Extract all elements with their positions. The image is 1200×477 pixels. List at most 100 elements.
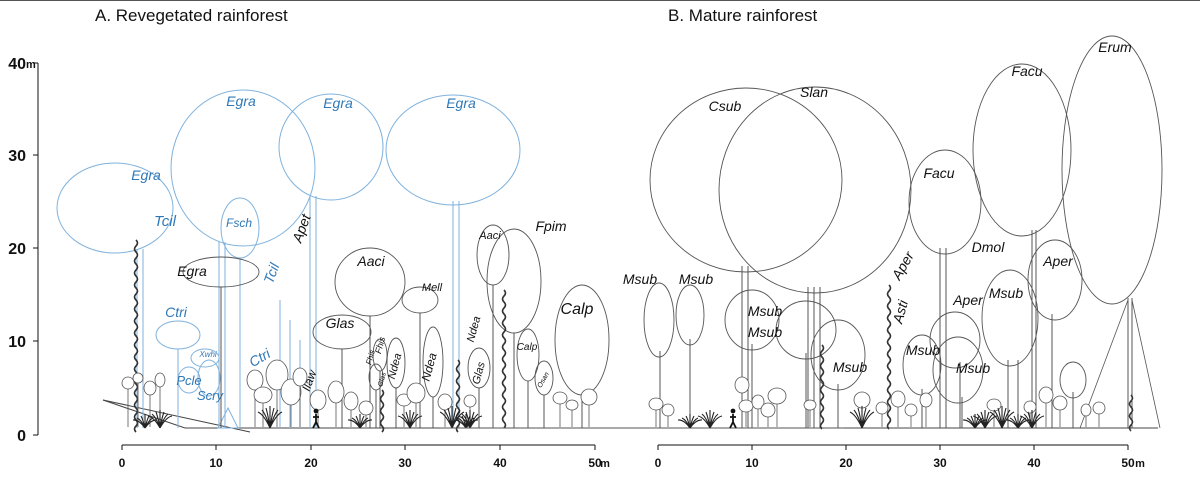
recruited-crown-label: Glas: [326, 315, 355, 331]
understory-shrub: [358, 400, 374, 416]
tree-crown: [908, 149, 982, 255]
x-tick-label: 0: [119, 456, 126, 470]
tree-crown: [643, 282, 675, 358]
understory-shrub: [1080, 403, 1092, 417]
understory-shrub: [648, 397, 664, 411]
mature-crown-label: Asti: [889, 298, 911, 327]
understory-shrub: [463, 394, 477, 408]
understory-shrub: [154, 372, 166, 388]
tree-crown: [1061, 35, 1163, 305]
recruited-crown-label: Calp: [517, 342, 538, 353]
revegetated-crown-label: Scry: [197, 388, 225, 403]
mature-crown-label: Aper: [952, 292, 984, 308]
fern-plant: [1005, 414, 1031, 429]
understory-shrub: [265, 359, 289, 391]
understory-shrub: [919, 392, 933, 408]
fern-plant: [457, 410, 483, 429]
understory-shrub: [280, 378, 302, 406]
tree-crown: [190, 348, 220, 368]
understory-shrub: [853, 391, 871, 409]
mature-crown-label: Msub: [748, 303, 782, 319]
recruited-crown-label: Egra: [177, 263, 207, 279]
tree-crown: [182, 256, 260, 288]
understory-shrub: [1023, 400, 1037, 414]
revegetated-crown-label: Fsch: [226, 216, 252, 230]
recruited-crown-label: Ndea: [419, 351, 440, 383]
liana-vine: [133, 239, 139, 433]
understory-shrub: [1092, 401, 1106, 415]
revegetated-crown-label: Tcil: [260, 260, 282, 286]
mature-crown-label: Msub: [623, 271, 657, 287]
understory-shrub: [751, 394, 765, 410]
fern-plant: [697, 410, 723, 429]
liana-vine: [379, 389, 385, 433]
liana-vine: [1128, 394, 1134, 432]
tree-crown: [467, 347, 491, 389]
scale-person: [312, 414, 320, 429]
x-unit-label: m: [600, 458, 610, 470]
recruited-crown-label: Osan: [536, 371, 550, 389]
understory-shrub: [738, 399, 754, 413]
understory-shrub: [437, 393, 453, 411]
fern-plant: [972, 410, 998, 429]
x-tick-label: 50: [588, 456, 602, 470]
x-tick-label: 30: [398, 456, 412, 470]
mature-crown-label: Dmol: [972, 239, 1006, 255]
mature-crown-label: Msub: [956, 360, 990, 376]
understory-shrub: [580, 388, 598, 406]
understory-shrub: [760, 402, 776, 418]
revegetated-crown-label: Xwhi: [198, 350, 217, 359]
tree-crown: [1059, 361, 1087, 399]
tree-crown: [932, 336, 984, 404]
tree-crown: [334, 247, 406, 317]
tree-crown: [278, 93, 384, 201]
fern-plant: [439, 406, 465, 429]
tree-crown: [486, 228, 542, 334]
buttress-root: [1079, 299, 1161, 429]
understory-shrub: [1052, 395, 1068, 411]
mature-crown-label: Facu: [1011, 63, 1042, 79]
tree-crown: [170, 89, 316, 247]
understory-shrub: [1038, 386, 1054, 404]
revegetated-crown-label: Ctri: [165, 304, 188, 320]
fern-plant: [347, 414, 373, 429]
revegetated-crown-label: Egra: [226, 93, 256, 109]
mature-crown-label: Msub: [906, 342, 940, 358]
y-tick-label: 20: [8, 241, 26, 258]
tree-crown: [476, 224, 510, 286]
understory-shrub: [565, 399, 579, 411]
tree-crown: [675, 284, 705, 346]
liana-vine: [501, 289, 507, 429]
revegetated-crown-label: Egra: [131, 167, 161, 183]
x-tick-label: 40: [1027, 456, 1041, 470]
revegetated-crown-label: Egra: [323, 95, 353, 111]
mature-crown-label: Aper: [1042, 253, 1074, 269]
y-tick-label: 0: [17, 428, 26, 445]
tree-crown: [368, 363, 384, 391]
understory-shrub: [253, 386, 273, 404]
mature-crown-label: Msub: [748, 324, 782, 340]
scale-person: [729, 414, 737, 429]
mature-crown-label: Msub: [989, 285, 1023, 301]
understory-shrub: [406, 382, 426, 404]
tree-crown: [929, 311, 981, 369]
fern-plant: [397, 410, 423, 429]
understory-shrub: [327, 380, 345, 404]
mature-crown-label: Msub: [679, 271, 713, 287]
tree-crown: [810, 319, 866, 391]
tree-crown: [386, 337, 406, 389]
mature-crown-label: Msub: [833, 359, 867, 375]
understory-shrub: [904, 403, 918, 417]
tree-crown: [56, 162, 174, 254]
y-tick-label: 40: [8, 56, 26, 73]
fern-plant: [962, 414, 988, 429]
x-unit-label: m: [1135, 458, 1145, 470]
tree-crown: [197, 359, 221, 397]
understory-shrub: [309, 389, 327, 411]
fern-plant: [677, 414, 703, 429]
fern-plant: [1019, 410, 1045, 429]
tree-crown: [401, 286, 439, 314]
recruited-crown-label: Fhis: [364, 349, 377, 366]
